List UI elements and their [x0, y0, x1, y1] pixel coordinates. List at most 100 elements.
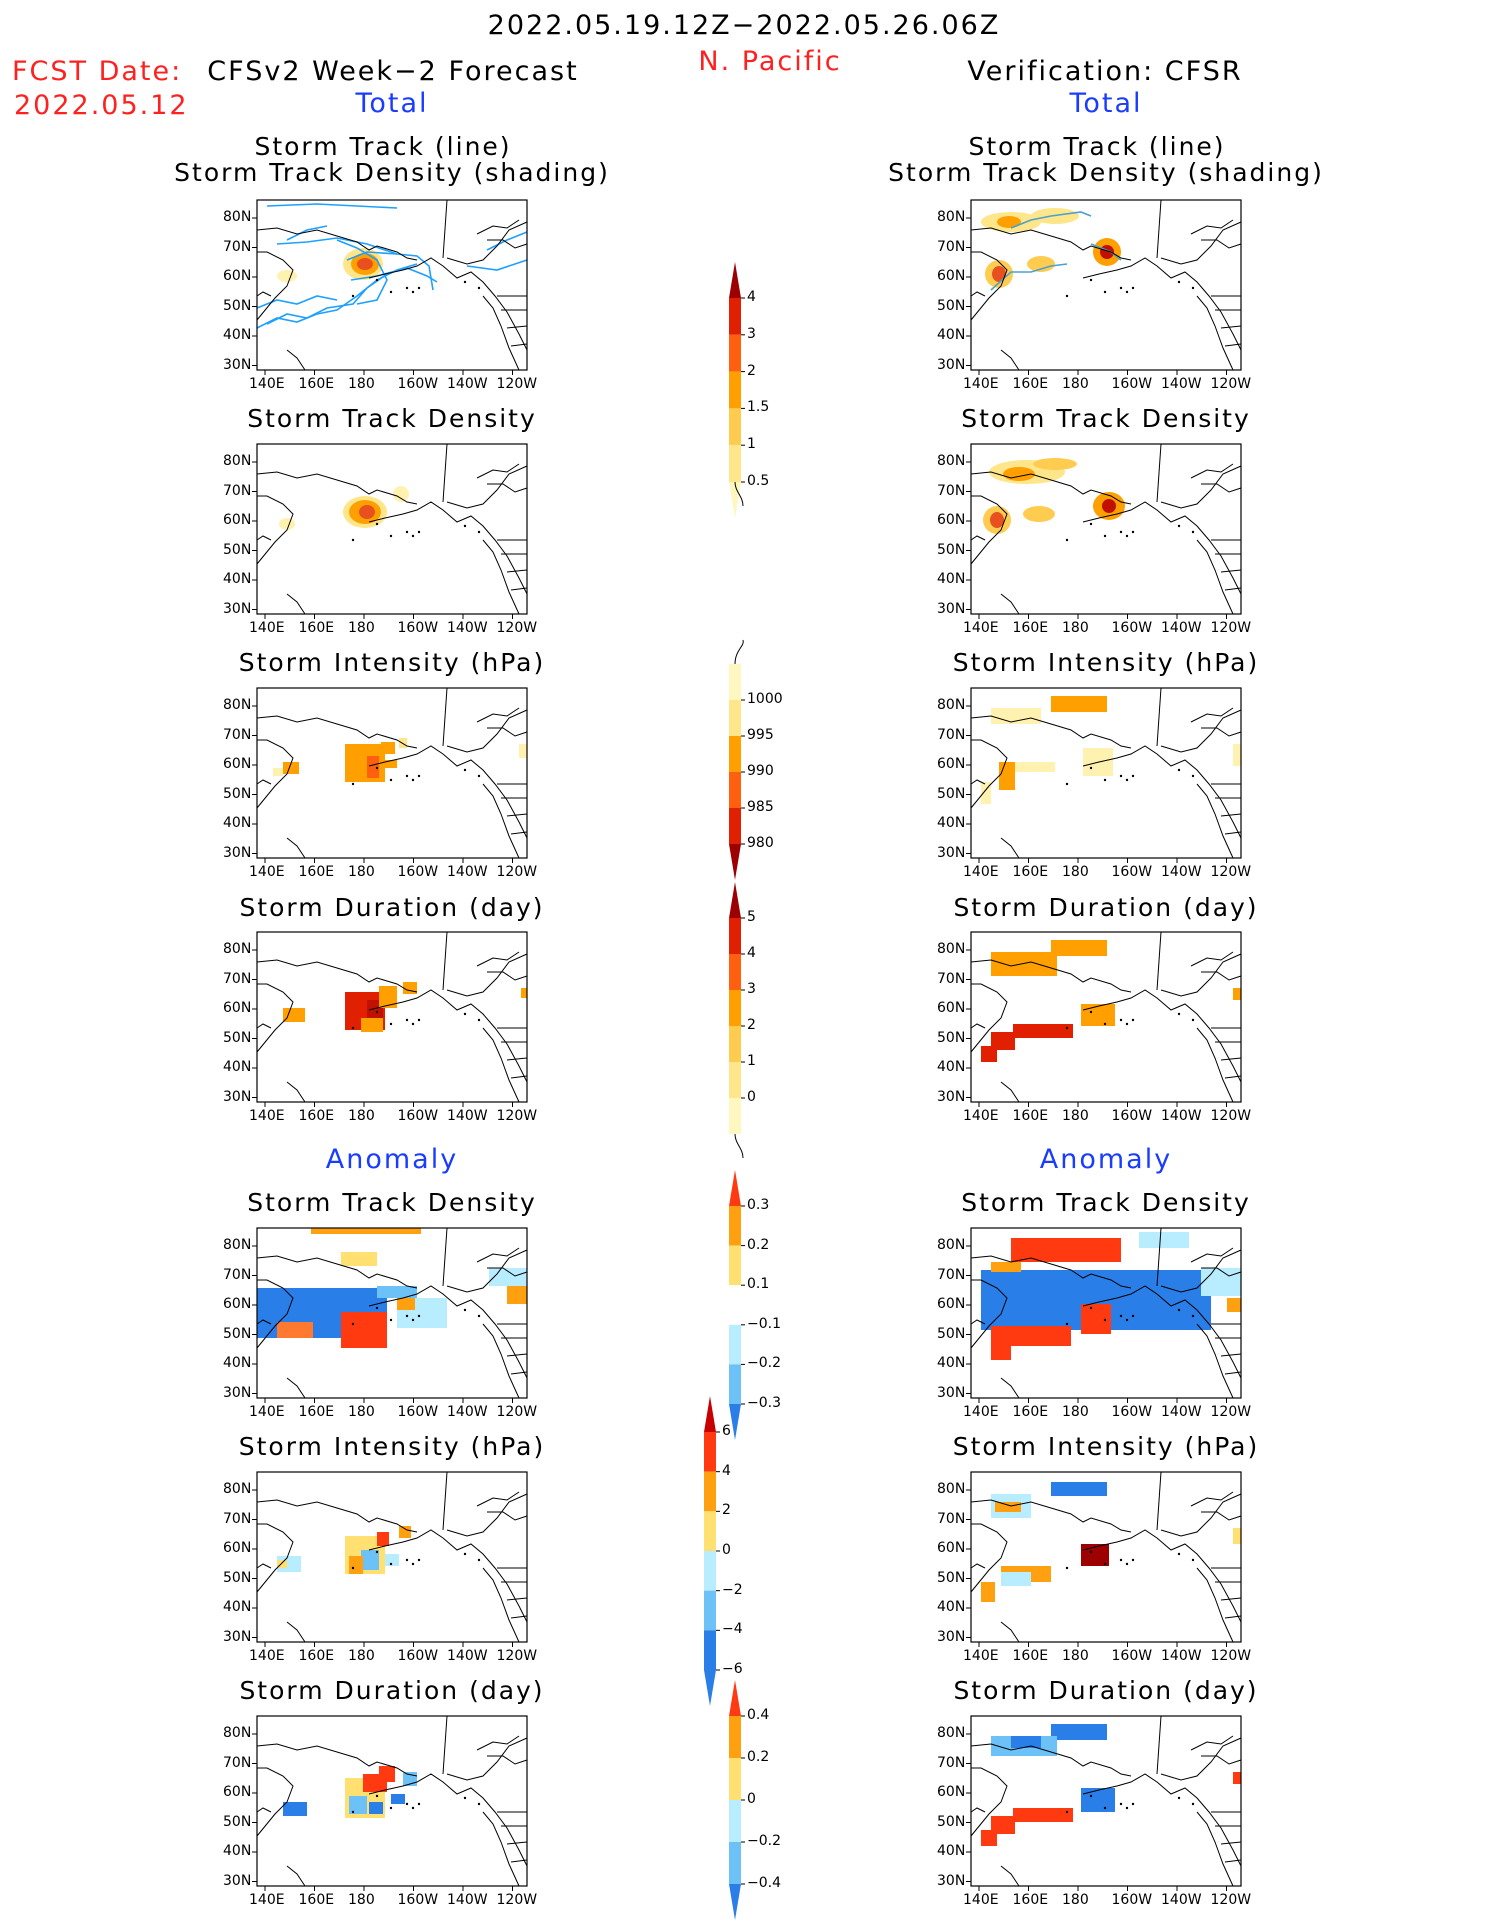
- map-frame: [970, 443, 1242, 615]
- lat-label: 80N: [223, 1725, 252, 1741]
- island: [411, 1318, 415, 1322]
- shading-patch: [1081, 1304, 1111, 1334]
- island: [1131, 1018, 1135, 1022]
- verification-anomaly-label: Anomaly: [1039, 1144, 1173, 1175]
- fc-anom-density-title: Storm Track Density: [247, 1188, 537, 1217]
- coastline: [1156, 199, 1162, 259]
- colorbar-label: −0.1: [747, 1315, 781, 1332]
- island: [417, 530, 421, 534]
- coastline: [487, 239, 528, 249]
- lon-label: 120W: [496, 1108, 538, 1124]
- map-canvas: [252, 199, 528, 375]
- lat-label: 40N: [223, 1059, 252, 1075]
- colorbar-intensity-total: 1000 995 990 985 980: [719, 639, 839, 880]
- map-frame: [256, 1471, 528, 1643]
- shading-patch: [1013, 1024, 1073, 1038]
- fcst-date-label: FCST Date:: [12, 56, 183, 87]
- island: [477, 1558, 481, 1562]
- shading-patch: [359, 505, 375, 519]
- shading-patch: [357, 258, 373, 270]
- storm-track-line: [346, 251, 434, 291]
- coastline: [487, 483, 528, 493]
- lat-label: 60N: [223, 1540, 252, 1556]
- forecast-total-label: Total: [355, 88, 429, 119]
- lon-label: 180: [1062, 1404, 1089, 1420]
- colorbar-arrow-bottom: [704, 1670, 716, 1706]
- shading-patch: [1015, 762, 1055, 772]
- lon-label: 140W: [447, 620, 488, 636]
- lat-label: 80N: [937, 1481, 966, 1497]
- shading-patch: [1011, 1736, 1041, 1748]
- coastline: [506, 569, 528, 573]
- lon-label: 140E: [963, 376, 999, 392]
- vf-anom-intensity-title: Storm Intensity (hPa): [952, 1432, 1260, 1461]
- coastline: [970, 1255, 1132, 1289]
- shading-patch: [991, 1816, 1015, 1834]
- colorbar-duration-total: 5 4 3 2 1 0: [719, 882, 839, 1159]
- colorbar-label: −0.4: [747, 1875, 781, 1891]
- lat-label: 30N: [223, 844, 252, 861]
- lon-label: 140E: [963, 1108, 999, 1124]
- island: [1125, 290, 1129, 294]
- coastline: [476, 707, 520, 723]
- map-frame: [970, 1227, 1242, 1399]
- lon-label: 160E: [1012, 1892, 1049, 1908]
- coastline: [368, 989, 528, 1083]
- coastline: [1224, 831, 1242, 835]
- island: [477, 286, 481, 290]
- coastline: [476, 1491, 520, 1507]
- coastline: [1190, 707, 1234, 723]
- coastline: [970, 251, 1008, 321]
- colorbar-segment: [729, 1716, 741, 1758]
- coastline: [1196, 1567, 1234, 1643]
- colorbar-segment: [729, 772, 741, 808]
- coastline: [482, 1567, 520, 1643]
- storm-track-line: [336, 239, 388, 305]
- coastline: [510, 1075, 528, 1079]
- island: [389, 1806, 393, 1810]
- coastline: [487, 1267, 528, 1277]
- shading-patch: [991, 1336, 1011, 1360]
- colorbar-segment: [729, 1758, 741, 1800]
- coastline: [256, 227, 418, 261]
- coastline: [970, 739, 1008, 809]
- island: [477, 1314, 481, 1318]
- lat-label: 60N: [937, 756, 966, 772]
- island: [1177, 1012, 1181, 1016]
- coastline: [286, 593, 306, 615]
- fc-track-density-title: Storm Track Density: [247, 404, 537, 433]
- lon-label: 160W: [397, 864, 439, 880]
- lat-label: 30N: [223, 600, 252, 617]
- map-canvas: [966, 931, 1242, 1107]
- island: [1131, 1802, 1135, 1806]
- lat-label: 50N: [223, 1569, 252, 1586]
- colorbar-graphic: [729, 1680, 745, 1920]
- lon-label: 160E: [1012, 1108, 1049, 1124]
- island: [1177, 524, 1181, 528]
- shading-patch: [393, 486, 409, 502]
- island: [389, 778, 393, 782]
- shading-patch: [991, 1262, 1021, 1272]
- colorbar-label: 4: [747, 289, 756, 305]
- shading-patch: [349, 1796, 367, 1814]
- coastline: [476, 219, 520, 235]
- shading-patch: [507, 1284, 527, 1304]
- colorbar-label: 4: [722, 1462, 731, 1479]
- fc-intensity-title: Storm Intensity (hPa): [238, 648, 546, 677]
- lat-label: 40N: [937, 571, 966, 587]
- vf-track-density-map: 80N 70N 60N 50N 40N 30N 140E 160E 180 160W 140W 120…: [937, 443, 1251, 636]
- shading-patch: [341, 1252, 377, 1266]
- island: [1065, 1026, 1069, 1030]
- coastline: [1000, 837, 1020, 859]
- colorbar-label: 3: [747, 325, 756, 342]
- coastline: [482, 1027, 520, 1103]
- shading-patch: [377, 1532, 389, 1546]
- colorbar-label: 1000: [747, 691, 783, 707]
- coastline: [476, 1735, 520, 1751]
- coastline: [970, 495, 1008, 565]
- shading-patch: [981, 1582, 995, 1602]
- coastline: [1196, 783, 1234, 859]
- map-frame: [256, 443, 528, 615]
- coastline: [1224, 1615, 1242, 1619]
- lon-label: 140W: [447, 1108, 488, 1124]
